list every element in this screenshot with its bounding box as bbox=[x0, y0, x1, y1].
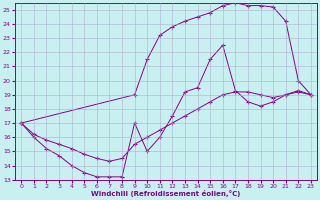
X-axis label: Windchill (Refroidissement éolien,°C): Windchill (Refroidissement éolien,°C) bbox=[92, 190, 241, 197]
